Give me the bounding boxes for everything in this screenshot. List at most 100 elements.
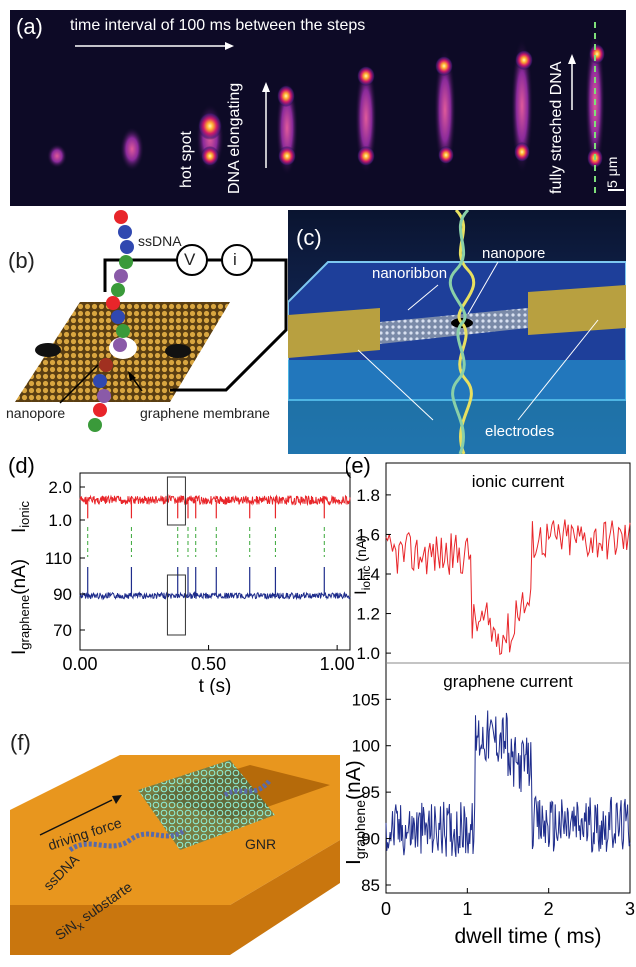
spot-3-top: [198, 112, 222, 140]
stretched-arrow-head: [568, 54, 576, 64]
xtick-label-d-2: 1.00: [320, 654, 355, 674]
ytick-label-bottom-1: 90: [53, 585, 72, 604]
spot-8-top: [589, 44, 605, 64]
time-arrow-head: [225, 42, 234, 50]
dna-helix-2: [448, 210, 470, 454]
panel-d-chart: (d) 2.0 1.0 110 90 70 0.00 0.50 1.00 t (s) Iionic I…: [8, 455, 355, 695]
xtick-label-e-0: 0: [381, 899, 391, 919]
panel-b-v: V: [184, 250, 196, 269]
ytick-label-bottom-e-4: 85: [361, 876, 380, 895]
ylabel-bottom-e-sub: graphene: [352, 800, 368, 859]
panel-a-stretched: fully streched DNA: [548, 61, 565, 195]
panel-a-scalebar-label: 5 μm: [604, 156, 620, 188]
spot-1: [47, 144, 67, 168]
ytick-label-bottom-e-3: 90: [361, 830, 380, 849]
membrane-pointer-head: [128, 371, 136, 381]
graphene-trace: [79, 590, 351, 601]
panel-c-label: (c): [296, 225, 322, 250]
ytick-label-top-e-2: 1.4: [356, 565, 380, 584]
ytick-label-top-e-3: 1.2: [356, 605, 380, 624]
ytick-label-bottom-e-0: 105: [352, 690, 380, 709]
panel-c-render: [288, 210, 626, 454]
ylabel-bottom-e-unit: (nA): [346, 760, 365, 800]
spot-4-bottom: [278, 146, 296, 166]
nanopore-pointer: [59, 364, 99, 404]
electrode-pointer-left: [357, 349, 434, 421]
electrode-left: [288, 308, 380, 358]
panel-a-elongating: DNA elongating: [226, 82, 243, 194]
panel-f-render: [10, 755, 340, 955]
panel-b-nanopore: nanopore: [6, 405, 66, 421]
panel-c-nanopore: nanopore: [482, 245, 546, 262]
voltmeter-symbol: [176, 244, 208, 276]
spot-7-body: [511, 38, 533, 174]
ylabel-top-d-sub: ionic: [17, 500, 32, 527]
ylabel-bottom-d: Igraphene(nA): [9, 559, 32, 655]
ssdna-molecule-f: [68, 827, 187, 853]
nanoribbon-pointer: [407, 284, 439, 311]
panel-d-label: (d): [8, 455, 35, 478]
driving-arrow-head: [112, 795, 122, 804]
substrate-front-f: [10, 840, 340, 955]
panel-c-nanoribbon: nanoribbon: [372, 265, 448, 282]
ytick-label-top-e-4: 1.0: [356, 644, 380, 663]
pore-right: [165, 344, 191, 358]
ylabel-top-d: Iionic: [9, 500, 32, 533]
xtick-label-d-0: 0.00: [62, 654, 97, 674]
ytick-label-bottom-e-2: 95: [361, 783, 380, 802]
spot-3-bottom: [201, 146, 219, 166]
xtick-label-e-2: 2: [544, 899, 554, 919]
electrode-right: [528, 285, 626, 335]
panel-b-i: i: [233, 250, 237, 269]
zoom-box-bottom: [166, 574, 186, 636]
ytick-label-bottom-2: 70: [53, 621, 72, 640]
panel-a-label: (a): [16, 14, 43, 39]
spot-6-bottom: [438, 146, 454, 164]
ylabel-top-e-unit: (nA): [353, 535, 369, 565]
ytick-label-top-e-1: 1.6: [356, 525, 380, 544]
ionic-trace-e: [385, 519, 631, 656]
ytick-label-bottom-e-1: 100: [352, 737, 380, 756]
spot-7-bottom: [514, 142, 530, 162]
panel-b-membrane: graphene membrane: [140, 405, 270, 421]
spot-4-top: [277, 85, 295, 107]
ssdna-chain: [88, 210, 134, 432]
gnr-sheet-f: [138, 760, 275, 850]
spot-5-top: [357, 66, 375, 86]
nanopore-pointer-c: [467, 261, 499, 315]
panel-f-label: (f): [10, 730, 31, 755]
ytick-label-bottom-0: 110: [45, 549, 72, 568]
spot-5-bottom: [357, 146, 375, 166]
xtick-label-e-1: 1: [462, 899, 472, 919]
ytick-label-top-1: 1.0: [48, 511, 72, 530]
elongating-arrow-head: [262, 82, 270, 92]
electrode-pointer-right: [517, 319, 599, 421]
panel-b-diagram: [15, 210, 288, 432]
panel-e-chart: (e) ionic current graphene current 1.8 1.6 1.…: [346, 455, 635, 948]
panel-b-label: (b): [8, 248, 35, 273]
zoom-box-top: [166, 476, 186, 526]
spot-7-top: [515, 50, 533, 70]
ylabel-bottom-d-sub: graphene: [17, 595, 32, 650]
driving-arrow-line: [39, 799, 113, 836]
xtick-label-d-1: 0.50: [191, 654, 226, 674]
ylabel-bottom-d-unit: (nA): [9, 559, 30, 595]
spot-2: [120, 127, 144, 171]
graphene-trace-e: [385, 710, 631, 857]
xtick-label-e-3: 3: [625, 899, 635, 919]
panel-c-electrodes: electrodes: [485, 423, 555, 440]
membrane-pointer: [131, 376, 143, 392]
panel-a-time-text: time interval of 100 ms between the step…: [70, 17, 366, 34]
axes-frame-e: [385, 462, 631, 894]
circuit-wire: [103, 258, 288, 392]
title-top-e: ionic current: [472, 472, 565, 491]
ytick-label-top-0: 2.0: [48, 478, 72, 497]
spot-6-body: [434, 48, 456, 172]
ammeter-symbol: [221, 244, 253, 276]
title-bottom-e: graphene current: [443, 672, 573, 691]
ytick-label-top-e-0: 1.8: [356, 486, 380, 505]
panel-a-spots: [47, 22, 624, 194]
xlabel-e: dwell time ( ms): [454, 925, 601, 948]
xlabel-d: t (s): [199, 676, 232, 695]
spot-5-body: [355, 62, 377, 174]
